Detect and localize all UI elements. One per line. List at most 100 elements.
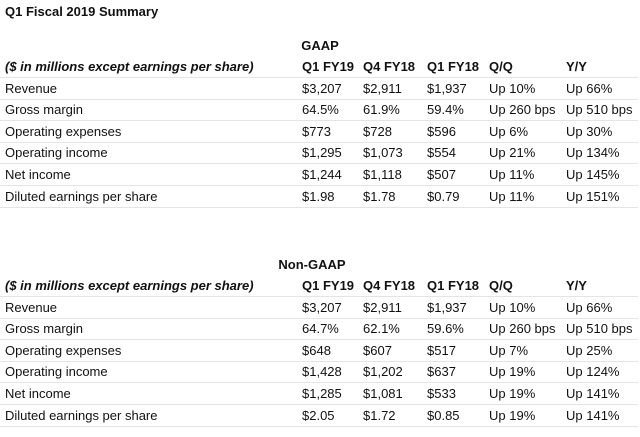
cell: Up 19% — [489, 386, 536, 401]
row-rule — [0, 77, 638, 78]
cell: Up 30% — [566, 123, 613, 139]
cell: Up 141% — [566, 386, 620, 401]
cell: Up 260 bps — [489, 321, 556, 337]
cell: 59.6% — [427, 321, 464, 337]
cell: Up 145% — [566, 167, 620, 182]
row-rule — [0, 120, 638, 122]
cell: $773 — [302, 123, 331, 139]
cell: $1,073 — [363, 145, 403, 161]
column-header: Q4 FY18 — [363, 59, 416, 74]
cell: Up 134% — [566, 145, 620, 161]
cell: $648 — [302, 342, 331, 358]
cell: $1.72 — [363, 407, 396, 423]
section-heading: GAAP — [301, 38, 339, 53]
row-rule — [0, 206, 638, 208]
row-rule — [0, 317, 638, 319]
column-header: Q/Q — [489, 278, 513, 293]
section-heading: Non-GAAP — [278, 257, 346, 272]
column-header: Q1 FY18 — [427, 59, 480, 74]
column-header: Q/Q — [489, 59, 513, 74]
cell: 64.7% — [302, 321, 339, 337]
cell: Up 66% — [566, 299, 613, 315]
cell: $1.78 — [363, 188, 396, 204]
cell: $1,285 — [302, 386, 342, 401]
cell: $1,937 — [427, 299, 467, 315]
column-header: Q1 FY19 — [302, 278, 355, 293]
cell: Up 25% — [566, 342, 613, 358]
cell: $1,937 — [427, 80, 467, 96]
cell: Up 10% — [489, 299, 536, 315]
column-header: Q1 FY19 — [302, 59, 355, 74]
row-rule — [0, 360, 638, 362]
cell: $596 — [427, 123, 456, 139]
row-rule — [0, 382, 638, 384]
cell: 59.4% — [427, 102, 464, 118]
cell: $0.79 — [427, 188, 460, 204]
cell: $1,118 — [363, 167, 402, 182]
row-label: Net income — [5, 167, 71, 182]
row-rule — [0, 296, 638, 297]
cell: Up 151% — [566, 188, 620, 204]
row-label: Operating expenses — [5, 342, 122, 358]
row-rule — [0, 425, 638, 427]
cell: $0.85 — [427, 407, 460, 423]
column-header: Q4 FY18 — [363, 278, 416, 293]
cell: Up 10% — [489, 80, 536, 96]
cell: Up 260 bps — [489, 102, 556, 118]
row-label: Operating income — [5, 145, 108, 161]
cell: $2.05 — [302, 407, 335, 423]
cell: Up 21% — [489, 145, 536, 161]
cell: Up 6% — [489, 123, 529, 139]
row-label: Operating income — [5, 364, 108, 380]
row-label: Diluted earnings per share — [5, 188, 158, 204]
cell: $533 — [427, 386, 456, 401]
row-rule — [0, 185, 638, 186]
title: Q1 Fiscal 2019 Summary — [5, 4, 159, 19]
cell: $507 — [427, 167, 456, 182]
row-label: Revenue — [5, 299, 58, 315]
cell: $1,081 — [363, 386, 403, 401]
cell: $3,207 — [302, 299, 342, 315]
column-header: ($ in millions except earnings per share… — [5, 59, 254, 74]
row-rule — [0, 141, 638, 143]
cell: $1,295 — [302, 145, 342, 161]
cell: $637 — [427, 364, 456, 380]
row-rule — [0, 339, 638, 341]
cell: Up 11% — [489, 188, 535, 204]
column-header: Y/Y — [566, 59, 587, 74]
cell: Up 7% — [489, 342, 529, 358]
cell: $2,911 — [363, 80, 402, 96]
cell: Up 124% — [566, 364, 620, 380]
row-rule — [0, 404, 638, 405]
column-header: Q1 FY18 — [427, 278, 480, 293]
cell: Up 66% — [566, 80, 613, 96]
cell: $1,202 — [363, 364, 403, 380]
cell: $554 — [427, 145, 456, 161]
cell: 64.5% — [302, 102, 339, 118]
cell: 62.1% — [363, 321, 400, 337]
row-label: Gross margin — [5, 321, 84, 337]
column-header: ($ in millions except earnings per share… — [5, 278, 254, 293]
row-label: Net income — [5, 386, 71, 401]
cell: $1,428 — [302, 364, 342, 380]
cell: $607 — [363, 342, 392, 358]
cell: Up 19% — [489, 407, 536, 423]
cell: Up 510 bps — [566, 102, 633, 118]
row-label: Gross margin — [5, 102, 84, 118]
cell: Up 11% — [489, 167, 535, 182]
cell: $1.98 — [302, 188, 335, 204]
row-label: Operating expenses — [5, 123, 122, 139]
row-label: Diluted earnings per share — [5, 407, 158, 423]
cell: Up 141% — [566, 407, 620, 423]
cell: $517 — [427, 342, 456, 358]
cell: 61.9% — [363, 102, 400, 118]
cell: $2,911 — [363, 299, 402, 315]
row-label: Revenue — [5, 80, 58, 96]
row-rule — [0, 98, 638, 100]
cell: $1,244 — [302, 167, 342, 182]
cell: $3,207 — [302, 80, 342, 96]
cell: Up 510 bps — [566, 321, 633, 337]
column-header: Y/Y — [566, 278, 587, 293]
cell: $728 — [363, 123, 392, 139]
